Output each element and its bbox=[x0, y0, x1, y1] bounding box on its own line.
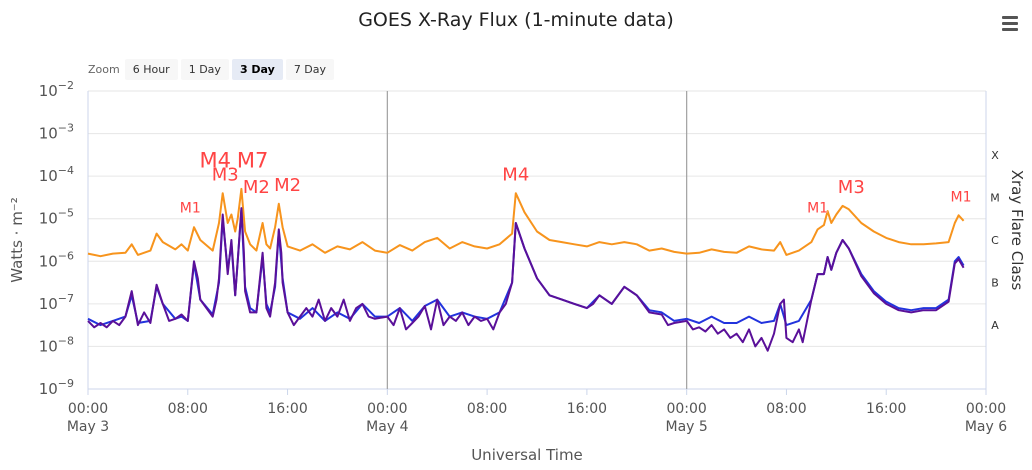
x-tick-date-label: May 6 bbox=[965, 419, 1007, 435]
flare-annotation-label: M7 bbox=[237, 149, 268, 173]
flare-annotation-label: M3 bbox=[838, 177, 865, 198]
y-tick-label: 10−2 bbox=[39, 79, 74, 100]
flare-annotation-label: M3 bbox=[212, 164, 239, 185]
x-axis-title: Universal Time bbox=[471, 446, 583, 464]
x-tick-date-label: May 4 bbox=[366, 419, 408, 435]
y-tick-label: 10−6 bbox=[39, 249, 74, 270]
flare-annotation-label: M1 bbox=[180, 200, 201, 216]
flare-annotation-label: M1 bbox=[807, 200, 828, 216]
y-tick-label: 10−4 bbox=[39, 164, 74, 185]
x-tick-label: 16:00 bbox=[866, 401, 906, 417]
x-tick-label: 08:00 bbox=[766, 401, 806, 417]
x-tick-date-label: May 5 bbox=[666, 419, 708, 435]
y-tick-label: 10−8 bbox=[39, 334, 74, 355]
series-line-short2 bbox=[88, 208, 964, 351]
y-tick-label: 10−5 bbox=[39, 207, 74, 228]
series-line-long bbox=[88, 189, 964, 256]
x-tick-label: 00:00 bbox=[68, 401, 108, 417]
y-axis-title: Watts · m⁻² bbox=[8, 197, 26, 283]
x-tick-label: 00:00 bbox=[666, 401, 706, 417]
x-tick-label: 00:00 bbox=[367, 401, 407, 417]
flare-annotation-label: M2 bbox=[274, 175, 301, 196]
x-tick-label: 16:00 bbox=[567, 401, 607, 417]
x-tick-label: 16:00 bbox=[267, 401, 307, 417]
flare-class-label: A bbox=[991, 319, 999, 332]
y2-axis-title: Xray Flare Class bbox=[1008, 170, 1026, 291]
flare-annotation-label: M1 bbox=[951, 190, 972, 206]
flare-annotation-label: M4 bbox=[502, 164, 529, 185]
flare-class-label: B bbox=[991, 277, 999, 290]
x-tick-label: 00:00 bbox=[966, 401, 1006, 417]
x-tick-label: 08:00 bbox=[467, 401, 507, 417]
flare-class-label: M bbox=[990, 191, 1000, 204]
x-tick-label: 08:00 bbox=[168, 401, 208, 417]
y-tick-label: 10−7 bbox=[39, 292, 74, 313]
flare-class-label: C bbox=[991, 234, 999, 247]
flare-class-label: X bbox=[991, 149, 999, 162]
y-tick-label: 10−9 bbox=[39, 377, 74, 398]
x-tick-date-label: May 3 bbox=[67, 419, 109, 435]
flare-annotation-label: M2 bbox=[243, 177, 270, 198]
y-tick-label: 10−3 bbox=[39, 122, 74, 143]
